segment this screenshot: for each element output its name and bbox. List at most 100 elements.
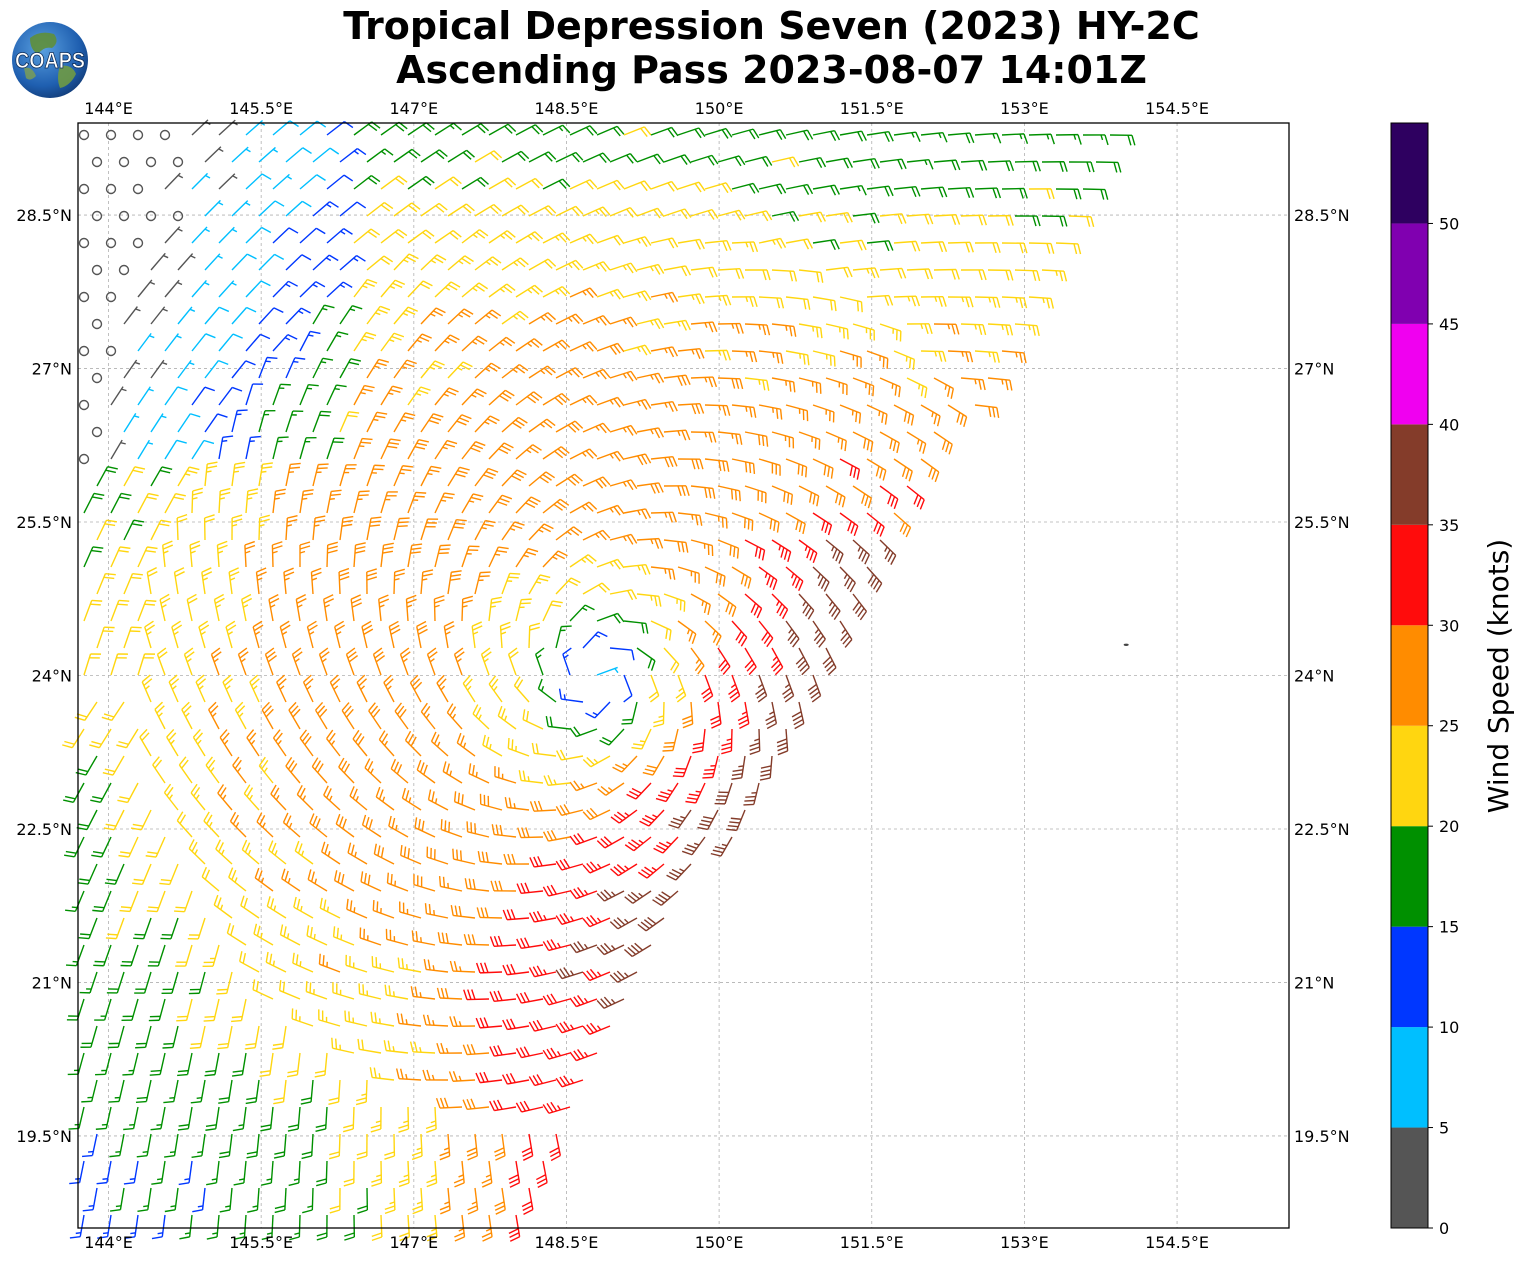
wind-barb <box>499 621 511 649</box>
wind-barb <box>218 435 234 460</box>
wind-barb <box>582 968 611 982</box>
wind-barb <box>488 336 516 352</box>
wind-barb <box>234 701 247 730</box>
wind-barb <box>159 593 171 622</box>
colorbar-tick-label: 45 <box>1439 315 1459 334</box>
wind-barb <box>1028 296 1054 309</box>
wind-barb <box>426 1214 438 1242</box>
wind-barb <box>339 358 362 379</box>
wind-barb <box>314 701 328 730</box>
wind-barb <box>372 647 386 676</box>
coaps-logo: COAPS <box>12 22 88 98</box>
wind-barb <box>812 296 837 312</box>
wind-barb <box>472 704 490 730</box>
wind-barb <box>682 701 694 729</box>
wind-barb <box>416 620 428 649</box>
wind-barb <box>494 766 517 784</box>
wind-barb <box>507 737 530 757</box>
wind-barb <box>137 599 157 622</box>
wind-barb <box>731 620 748 647</box>
wind-barb <box>245 280 271 298</box>
wind-barb <box>144 620 155 649</box>
wind-barb <box>434 229 462 244</box>
wind-barb <box>439 1133 451 1161</box>
wind-barb <box>380 121 408 136</box>
wind-barb <box>528 574 551 595</box>
wind-barb <box>434 281 461 298</box>
wind-barb <box>771 593 789 620</box>
wind-barb <box>318 953 341 973</box>
wind-barb <box>407 543 423 568</box>
wind-barb <box>119 890 139 913</box>
wind-barb <box>189 1025 206 1049</box>
wind-barb <box>371 956 395 973</box>
wind-barb <box>150 466 173 487</box>
wind-barb <box>366 255 394 271</box>
wind-barb <box>501 572 521 595</box>
wind-barb <box>731 128 760 140</box>
wind-barb <box>447 466 470 487</box>
wind-barb <box>384 1187 396 1215</box>
wind-barb <box>162 540 174 568</box>
wind-barb <box>409 1041 436 1054</box>
wind-barb <box>123 573 143 595</box>
wind-barb <box>785 238 813 250</box>
wind-barb <box>407 122 435 136</box>
colorbar-tick-label: 20 <box>1439 817 1459 836</box>
wind-barb <box>521 1187 534 1215</box>
wind-barb <box>555 1075 584 1088</box>
wind-barb <box>636 372 665 384</box>
wind-barb <box>461 229 489 244</box>
wind-barb <box>213 894 233 919</box>
wind-barb <box>461 282 489 298</box>
wind-barb <box>335 813 355 838</box>
wind-barb <box>623 563 651 575</box>
wind-barb <box>315 1106 328 1133</box>
lon-tick-label-bottom: 151.5°E <box>840 1233 904 1252</box>
colorbar-bin <box>1391 1127 1428 1228</box>
wind-barb <box>145 836 166 858</box>
wind-barb <box>96 572 116 595</box>
wind-barb <box>258 756 274 784</box>
wind-barb <box>453 1160 465 1188</box>
wind-barb <box>536 1160 548 1189</box>
wind-barb <box>422 1014 449 1027</box>
wind-barb <box>759 755 773 781</box>
wind-barb <box>852 323 875 341</box>
wind-barb <box>488 283 516 298</box>
wind-barb <box>318 1009 341 1027</box>
wind-barb <box>430 731 449 757</box>
lon-tick-label-bottom: 148.5°E <box>535 1233 599 1252</box>
wind-barb <box>731 182 760 194</box>
wind-barb <box>731 350 758 363</box>
wind-barb <box>326 384 347 406</box>
wind-barb <box>217 784 233 811</box>
wind-barb <box>475 962 503 974</box>
wind-barb <box>210 647 222 676</box>
wind-barb <box>489 1099 517 1112</box>
colorbar: 0 5 10 15 20 25 30 35 40 45 50 <box>1390 122 1459 1238</box>
wind-barb <box>542 285 571 298</box>
wind-barb <box>339 201 367 217</box>
wind-barb <box>489 935 517 947</box>
wind-barb <box>436 987 463 1000</box>
wind-barb <box>879 267 907 279</box>
wind-barb <box>204 461 218 487</box>
wind-barb <box>737 701 750 729</box>
wind-barb <box>78 237 90 249</box>
map-frame <box>77 122 1290 1229</box>
wind-barb <box>866 512 885 537</box>
wind-barb <box>555 912 584 926</box>
wind-barb <box>299 489 314 514</box>
wind-barb <box>272 488 286 514</box>
wind-barb <box>299 383 319 406</box>
wind-barb <box>452 848 476 865</box>
wind-barb <box>612 755 638 773</box>
wind-barb <box>232 1106 247 1132</box>
wind-barb <box>241 839 260 865</box>
wind-barb <box>987 269 1014 281</box>
wind-barb <box>704 512 728 529</box>
wind-barb <box>83 546 104 568</box>
wind-barb <box>920 350 947 362</box>
wind-barb <box>161 971 179 994</box>
